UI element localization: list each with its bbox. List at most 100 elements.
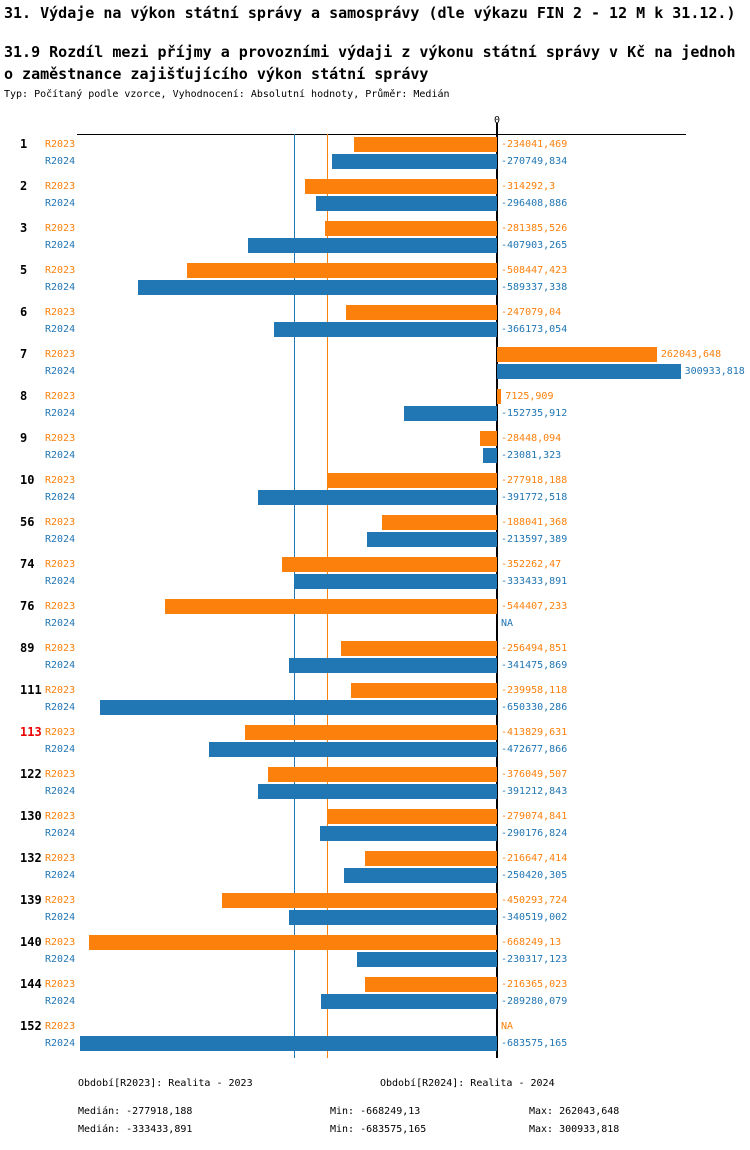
- bar-r2024-3[interactable]: [248, 238, 497, 253]
- bar-r2023-76[interactable]: [164, 599, 497, 614]
- bar-r2023-111[interactable]: [350, 683, 497, 698]
- value-label-r2024-10: -391772,518: [501, 492, 568, 503]
- series-label-r2023-8: R2023: [45, 391, 76, 402]
- row-label-8: 8: [20, 389, 28, 403]
- bar-r2024-152[interactable]: [80, 1036, 497, 1051]
- bar-r2023-8[interactable]: [497, 389, 502, 404]
- bar-r2023-7[interactable]: [497, 347, 657, 362]
- value-label-r2024-5: -589337,338: [501, 282, 568, 293]
- bar-r2024-144[interactable]: [320, 994, 497, 1009]
- value-label-r2023-3: -281385,526: [501, 223, 568, 234]
- row-label-144: 144: [20, 977, 42, 991]
- series-label-r2024-132: R2024: [45, 870, 76, 881]
- value-label-r2024-2: -296408,886: [501, 198, 568, 209]
- bar-r2024-8[interactable]: [403, 406, 497, 421]
- zero-tick-label: 0: [493, 115, 501, 126]
- value-label-r2024-132: -250420,305: [501, 870, 568, 881]
- bar-r2023-6[interactable]: [346, 305, 497, 320]
- value-label-r2024-111: -650330,286: [501, 702, 568, 713]
- row-label-89: 89: [20, 641, 35, 655]
- value-label-r2024-152: -683575,165: [501, 1038, 568, 1049]
- bar-r2023-9[interactable]: [479, 431, 497, 446]
- row-label-113: 113: [20, 725, 42, 739]
- series-label-r2023-74: R2023: [45, 559, 76, 570]
- median-line-r2023: [327, 134, 328, 1058]
- chart-subtitle-line2: o zaměstnance zajišťujícího výkon státní…: [4, 65, 429, 83]
- bar-r2023-130[interactable]: [326, 809, 497, 824]
- bar-r2024-2[interactable]: [316, 196, 497, 211]
- value-label-r2023-140: -668249,13: [501, 937, 562, 948]
- value-label-r2024-139: -340519,002: [501, 912, 568, 923]
- bar-r2024-130[interactable]: [320, 826, 497, 841]
- value-label-r2023-6: -247079,04: [501, 307, 562, 318]
- bar-r2024-1[interactable]: [331, 154, 497, 169]
- series-label-r2024-113: R2024: [45, 744, 76, 755]
- bar-r2023-132[interactable]: [364, 851, 497, 866]
- bar-r2024-122[interactable]: [258, 784, 497, 799]
- bar-r2023-89[interactable]: [340, 641, 497, 656]
- series-label-r2024-8: R2024: [45, 408, 76, 419]
- bar-r2024-139[interactable]: [289, 910, 497, 925]
- bar-r2023-5[interactable]: [186, 263, 497, 278]
- value-label-r2023-1: -234041,469: [501, 139, 568, 150]
- bar-r2024-89[interactable]: [288, 658, 497, 673]
- bar-r2024-10[interactable]: [258, 490, 497, 505]
- row-label-5: 5: [20, 263, 28, 277]
- value-label-r2024-113: -472677,866: [501, 744, 568, 755]
- bar-r2023-56[interactable]: [382, 515, 497, 530]
- bar-r2024-5[interactable]: [137, 280, 497, 295]
- series-label-r2023-139: R2023: [45, 895, 76, 906]
- stat-min-r2023: Min: -668249,13: [330, 1106, 421, 1117]
- series-label-r2023-132: R2023: [45, 853, 76, 864]
- bar-r2024-7[interactable]: [497, 364, 681, 379]
- bar-r2023-2[interactable]: [305, 179, 497, 194]
- bar-r2023-113[interactable]: [244, 725, 497, 740]
- row-label-10: 10: [20, 473, 35, 487]
- legend-r2024: Období[R2024]: Realita - 2024: [380, 1078, 555, 1089]
- series-label-r2023-56: R2023: [45, 517, 76, 528]
- series-label-r2023-130: R2023: [45, 811, 76, 822]
- bar-r2024-9[interactable]: [482, 448, 497, 463]
- row-label-6: 6: [20, 305, 28, 319]
- series-label-r2023-5: R2023: [45, 265, 76, 276]
- series-label-r2024-3: R2024: [45, 240, 76, 251]
- value-label-r2024-7: 300933,818: [684, 366, 745, 377]
- row-label-74: 74: [20, 557, 35, 571]
- row-label-132: 132: [20, 851, 42, 865]
- row-label-140: 140: [20, 935, 42, 949]
- value-label-r2023-10: -277918,188: [501, 475, 568, 486]
- x-axis-line: [77, 134, 686, 135]
- chart-meta-info: Typ: Počítaný podle vzorce, Vyhodnocení:…: [4, 89, 450, 100]
- bar-r2024-113[interactable]: [208, 742, 497, 757]
- bar-r2024-140[interactable]: [356, 952, 497, 967]
- stat-max-r2023: Max: 262043,648: [529, 1106, 620, 1117]
- bar-r2024-6[interactable]: [273, 322, 497, 337]
- value-label-r2023-130: -279074,841: [501, 811, 568, 822]
- series-label-r2023-2: R2023: [45, 181, 76, 192]
- series-label-r2024-89: R2024: [45, 660, 76, 671]
- bar-r2024-56[interactable]: [366, 532, 497, 547]
- bar-r2024-132[interactable]: [344, 868, 497, 883]
- series-label-r2024-130: R2024: [45, 828, 76, 839]
- bar-r2024-74[interactable]: [293, 574, 497, 589]
- bar-r2023-140[interactable]: [89, 935, 497, 950]
- bar-r2024-111[interactable]: [100, 700, 497, 715]
- stat-min-r2024: Min: -683575,165: [330, 1124, 427, 1135]
- value-label-r2024-130: -290176,824: [501, 828, 568, 839]
- median-line-r2024: [294, 134, 295, 1058]
- value-label-r2024-6: -366173,054: [501, 324, 568, 335]
- bar-r2023-3[interactable]: [325, 221, 497, 236]
- bar-r2023-144[interactable]: [365, 977, 497, 992]
- bar-r2023-74[interactable]: [282, 557, 497, 572]
- series-label-r2023-113: R2023: [45, 727, 76, 738]
- value-label-r2023-132: -216647,414: [501, 853, 568, 864]
- series-label-r2023-140: R2023: [45, 937, 76, 948]
- bar-r2023-10[interactable]: [327, 473, 497, 488]
- bar-r2023-1[interactable]: [354, 137, 497, 152]
- bar-r2023-139[interactable]: [222, 893, 497, 908]
- value-label-r2023-9: -28448,094: [501, 433, 562, 444]
- bar-r2023-122[interactable]: [267, 767, 497, 782]
- series-label-r2024-139: R2024: [45, 912, 76, 923]
- value-label-r2024-122: -391212,843: [501, 786, 568, 797]
